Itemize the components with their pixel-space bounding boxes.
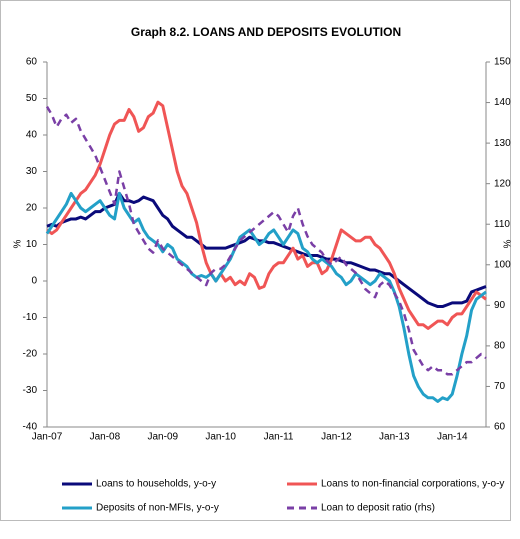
y2-tick-label: 150 bbox=[494, 57, 511, 68]
y-tick-label: 20 bbox=[26, 203, 38, 214]
x-tick-label: Jan-09 bbox=[147, 432, 178, 443]
x-tick-label: Jan-12 bbox=[321, 432, 352, 443]
x-tick-label: Jan-07 bbox=[32, 432, 63, 443]
x-tick-label: Jan-08 bbox=[90, 432, 121, 443]
y-tick-label: 0 bbox=[31, 276, 37, 287]
y2-tick-label: 80 bbox=[494, 341, 506, 352]
series-line bbox=[46, 191, 487, 309]
legend-label: Deposits of non-MFIs, y-o-y bbox=[96, 503, 219, 514]
y2-tick-label: 110 bbox=[494, 219, 510, 230]
legend-label: Loans to households, y-o-y bbox=[96, 479, 216, 490]
y-tick-label: -40 bbox=[23, 422, 38, 433]
y-tick-label: 30 bbox=[26, 166, 38, 177]
y-tick-label: -30 bbox=[23, 385, 38, 396]
y2-tick-label: 140 bbox=[494, 97, 511, 108]
series-line bbox=[46, 100, 487, 330]
y-tick-label: -10 bbox=[23, 312, 38, 323]
legend-label: Loan to deposit ratio (rhs) bbox=[321, 503, 435, 514]
y2-tick-label: 130 bbox=[494, 138, 511, 149]
y2-axis-label: % bbox=[500, 240, 511, 249]
y-tick-label: 10 bbox=[26, 239, 38, 250]
y-tick-label: 50 bbox=[26, 93, 38, 104]
x-tick-label: Jan-10 bbox=[205, 432, 236, 443]
y2-tick-label: 70 bbox=[494, 381, 506, 392]
x-tick-label: Jan-13 bbox=[379, 432, 410, 443]
y2-tick-label: 60 bbox=[494, 422, 506, 433]
y-tick-label: 40 bbox=[26, 130, 38, 141]
y-axis-label: % bbox=[13, 239, 24, 248]
chart-title: Graph 8.2. LOANS AND DEPOSITS EVOLUTION bbox=[131, 25, 401, 39]
series-line bbox=[45, 191, 487, 403]
chart-border bbox=[0, 0, 511, 521]
y2-tick-label: 90 bbox=[494, 300, 506, 311]
x-tick-label: Jan-11 bbox=[264, 432, 294, 443]
legend-label: Loans to non-financial corporations, y-o… bbox=[321, 479, 504, 490]
x-tick-label: Jan-14 bbox=[437, 432, 468, 443]
y-tick-label: 60 bbox=[26, 57, 38, 68]
y2-tick-label: 100 bbox=[494, 259, 511, 270]
y2-tick-label: 120 bbox=[494, 178, 511, 189]
series-line bbox=[45, 105, 487, 376]
y-tick-label: -20 bbox=[23, 349, 38, 360]
